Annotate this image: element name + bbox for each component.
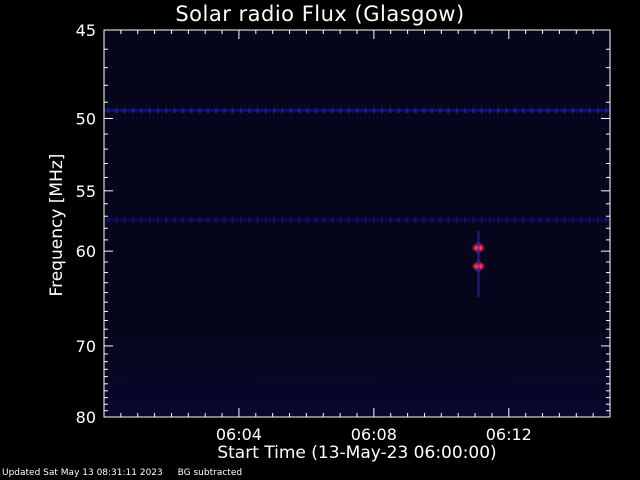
y-tick-label: 45	[76, 21, 96, 40]
x-tick-label: 06:04	[216, 425, 262, 444]
footer: Updated Sat May 13 08:31:11 2023 BG subt…	[2, 468, 242, 478]
axes: 45 50 55 60 70 80 06:04 06:08 06:12	[76, 21, 611, 444]
bg-note: BG subtracted	[177, 468, 243, 478]
plot-area	[104, 30, 610, 417]
y-tick-label: 80	[76, 408, 96, 427]
x-tick-label: 06:12	[486, 425, 532, 444]
y-tick-label: 60	[76, 242, 96, 261]
x-axis-label: Start Time (13-May-23 06:00:00)	[217, 443, 497, 463]
y-tick-label: 70	[76, 337, 96, 356]
burst-column	[476, 230, 480, 298]
low-frequency-noise	[104, 329, 610, 417]
y-tick-label: 50	[76, 109, 96, 128]
y-tick-label: 55	[76, 182, 96, 201]
interference-band	[104, 107, 610, 113]
interference-band	[104, 217, 610, 223]
y-axis-label: Frequency [MHz]	[47, 153, 67, 297]
updated-timestamp: Updated Sat May 13 08:31:11 2023	[2, 468, 163, 478]
chart-title: Solar radio Flux (Glasgow)	[175, 2, 465, 26]
x-tick-label: 06:08	[351, 425, 397, 444]
